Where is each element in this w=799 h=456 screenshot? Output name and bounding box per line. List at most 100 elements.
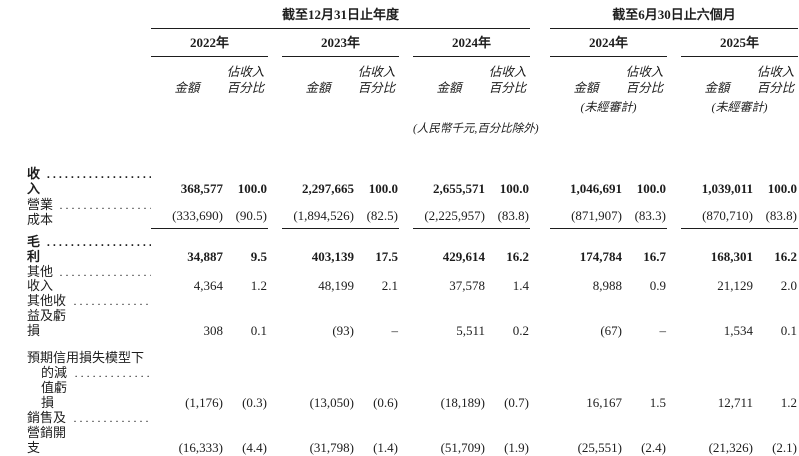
amount-subheader: 金額 bbox=[704, 81, 730, 96]
spacer-cell bbox=[667, 411, 681, 456]
spacer-cell bbox=[530, 294, 550, 339]
pct-cell: (0.7) bbox=[504, 395, 530, 411]
amount-cell: (1,894,526) bbox=[282, 196, 354, 229]
row-label-text: 收入 bbox=[27, 165, 41, 196]
dot-leader: .......................... bbox=[46, 235, 151, 249]
row-label: 銷售及營銷開支.......................... bbox=[1, 410, 151, 456]
amount-subheader: 金額 bbox=[436, 81, 462, 96]
year-header-2025-interim: 2025年 bbox=[681, 28, 799, 57]
pct-subheader: 佔收入 百分比 bbox=[223, 56, 268, 95]
pct-cell: 0.1 bbox=[250, 323, 267, 339]
spacer-cell bbox=[530, 114, 798, 136]
year-header-row: 2022年 2023年 2024年 2024年 2025年 bbox=[1, 28, 799, 57]
spacer-cell bbox=[268, 56, 282, 95]
row-label-text: 預期信用損失模型下 bbox=[27, 350, 145, 366]
row-label-text: 銷售及營銷開支 bbox=[27, 410, 67, 455]
amount-cell: 34,887 bbox=[187, 248, 223, 264]
row-label: 毛利.......................... bbox=[1, 228, 151, 265]
currency-note: (人民幣千元,百分比除外) bbox=[413, 123, 539, 136]
amount-cell: 4,364 bbox=[193, 278, 223, 294]
year-header-2022: 2022年 bbox=[151, 28, 268, 57]
pct-subheader-line1: 佔收入 bbox=[357, 64, 396, 79]
spacer-cell bbox=[268, 228, 282, 265]
amount-cell: 16,167 bbox=[586, 395, 623, 411]
amount-cell: (16,333) bbox=[178, 439, 223, 455]
amount-cell: 48,199 bbox=[318, 278, 354, 294]
pct-cell: 2.0 bbox=[780, 278, 798, 294]
spacer-cell bbox=[1, 114, 413, 136]
row-other-gains-and-losses: 其他收益及虧損.......................... 308 0.… bbox=[1, 293, 798, 339]
spacer-cell bbox=[667, 56, 681, 95]
spacer-cell bbox=[530, 228, 550, 265]
spacer-cell bbox=[268, 28, 282, 56]
unaudited-note: (未經審計) bbox=[711, 99, 768, 114]
pct-cell: 0.2 bbox=[512, 323, 530, 339]
dot-leader: .......................... bbox=[74, 367, 151, 381]
pct-subheader-line1: 佔收入 bbox=[226, 64, 265, 79]
amount-cell: (18,189) bbox=[440, 395, 485, 411]
pct-cell: 100.0 bbox=[636, 180, 667, 196]
spacer-cell bbox=[1, 0, 151, 28]
pct-cell: (83.8) bbox=[485, 196, 531, 229]
group-header-interim: 截至6月30日止六個月 bbox=[550, 0, 799, 29]
spacer-cell bbox=[399, 411, 413, 456]
spacer-cell bbox=[1, 28, 151, 56]
pct-cell: 16.7 bbox=[643, 248, 667, 264]
amount-subheader: 金額 bbox=[573, 81, 599, 96]
pct-cell: (83.3) bbox=[622, 196, 668, 229]
row-label: 收入.......................... bbox=[1, 165, 151, 197]
dot-leader: .......................... bbox=[46, 167, 151, 181]
pct-cell: (2.4) bbox=[641, 439, 667, 455]
spacer-cell bbox=[399, 265, 413, 295]
pct-subheader-line2: 百分比 bbox=[488, 81, 527, 96]
year-header-2024-interim: 2024年 bbox=[550, 28, 668, 57]
amount-cell: 37,578 bbox=[449, 278, 485, 294]
row-selling-marketing-expenses: 銷售及營銷開支.......................... (16,33… bbox=[1, 410, 798, 456]
spacer-cell bbox=[667, 366, 681, 411]
row-impairment-losses: 的減值虧損.......................... (1,176) … bbox=[1, 365, 798, 411]
pct-subheader-line2: 百分比 bbox=[625, 81, 664, 96]
pct-cell: 1.2 bbox=[250, 278, 267, 294]
amount-cell: (870,710) bbox=[681, 196, 754, 229]
pct-subheader-line2: 百分比 bbox=[226, 81, 265, 96]
pct-cell: 9.5 bbox=[250, 248, 267, 264]
pct-subheader: 佔收入 百分比 bbox=[485, 56, 530, 95]
pct-cell: 0.1 bbox=[780, 323, 798, 339]
amount-cell: 12,711 bbox=[717, 395, 754, 411]
row-label: 預期信用損失模型下 bbox=[1, 339, 151, 366]
pct-cell: (1.9) bbox=[504, 439, 530, 455]
spacer-cell bbox=[530, 167, 550, 197]
pct-cell: 1.5 bbox=[649, 395, 667, 411]
row-label: 營業成本.......................... bbox=[1, 197, 151, 229]
amount-cell: 429,614 bbox=[442, 248, 485, 264]
spacer-cell bbox=[399, 294, 413, 339]
spacer-cell bbox=[530, 197, 550, 229]
spacer-cell bbox=[399, 167, 413, 197]
group-header-annual: 截至12月31日止年度 bbox=[151, 0, 531, 29]
group-header-row: 截至12月31日止年度 截至6月30日止六個月 bbox=[1, 0, 799, 29]
amount-cell: (51,709) bbox=[440, 439, 485, 455]
spacer-cell bbox=[530, 0, 550, 28]
amount-cell: (21,326) bbox=[708, 439, 754, 455]
spacer-cell bbox=[1, 56, 151, 95]
pct-subheader: 佔收入 百分比 bbox=[753, 56, 798, 95]
spacer-cell bbox=[268, 197, 282, 229]
pct-subheader-line2: 百分比 bbox=[756, 81, 795, 96]
pct-cell: – bbox=[391, 323, 399, 339]
spacer-cell bbox=[268, 366, 282, 411]
spacer-cell bbox=[399, 228, 413, 265]
pct-subheader-line1: 佔收入 bbox=[756, 64, 795, 79]
spacer-cell bbox=[268, 411, 282, 456]
spacer-cell bbox=[530, 366, 550, 411]
dot-leader: .......................... bbox=[59, 265, 152, 279]
amount-cell: 21,129 bbox=[717, 278, 754, 294]
amount-cell: 308 bbox=[203, 323, 224, 339]
pct-cell: (2.1) bbox=[772, 439, 798, 455]
amount-cell: (93) bbox=[332, 323, 354, 339]
pct-cell: – bbox=[659, 323, 667, 339]
spacer-cell bbox=[1, 137, 798, 167]
dot-leader: .......................... bbox=[73, 412, 151, 426]
pct-cell: 100.0 bbox=[499, 180, 530, 196]
pct-cell: (90.5) bbox=[223, 196, 268, 229]
